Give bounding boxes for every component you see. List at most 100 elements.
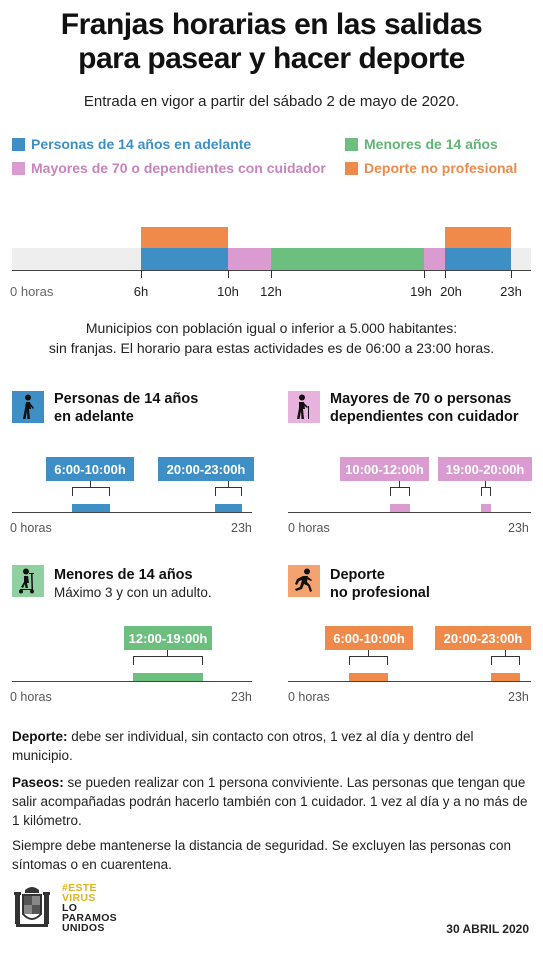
- panel-title-line: dependientes con cuidador: [330, 409, 519, 425]
- panel-title-line: Deporte: [330, 567, 385, 583]
- axis-line: [288, 681, 531, 682]
- panel-subtitle: Máximo 3 y con un adulto.: [54, 585, 212, 600]
- axis-end-label: 23h: [508, 690, 529, 704]
- person-with-cane-icon: [288, 391, 320, 423]
- small-municipality-note: Municipios con población igual o inferio…: [0, 318, 543, 358]
- bracket: [215, 487, 242, 496]
- axis-start-label: 0 horas: [10, 690, 52, 704]
- legend-item-elderly: Mayores de 70 o dependientes con cuidado…: [12, 160, 326, 176]
- time-segment: [349, 673, 388, 681]
- axis-start-label: 0 horas: [288, 521, 330, 535]
- legend-item-minors: Menores de 14 años: [345, 136, 498, 152]
- legend-item-sport: Deporte no profesional: [345, 160, 517, 176]
- legend-swatch-pink: [12, 161, 25, 175]
- paragraph-label: Deporte:: [12, 729, 68, 744]
- paragraph-label: Paseos:: [12, 775, 64, 790]
- tick-label: 10h: [217, 284, 239, 299]
- bracket: [368, 650, 370, 656]
- slogan-line: PARAMOS: [62, 912, 117, 924]
- bracket: [481, 487, 491, 496]
- axis-end-label: 23h: [231, 521, 252, 535]
- bracket: [505, 650, 507, 656]
- time-slot-pill: 6:00-10:00h: [46, 457, 134, 481]
- slogan-line: #ESTE: [62, 882, 97, 894]
- legend-label: Mayores de 70 o dependientes con cuidado…: [31, 160, 326, 176]
- time-slot-pill: 20:00-23:00h: [435, 626, 531, 650]
- tick-label: 23h: [500, 284, 522, 299]
- panel-title-line: Personas de 14 años: [54, 391, 199, 407]
- axis-line: [12, 512, 252, 513]
- note-line-1: Municipios con población igual o inferio…: [85, 320, 458, 336]
- timeline-minors: [271, 248, 424, 270]
- legend-swatch-green: [345, 137, 358, 151]
- legend-label: Menores de 14 años: [364, 136, 498, 152]
- title-line-1: Franjas horarias en las salidas: [60, 8, 483, 41]
- panel-title-line: Mayores de 70 o personas: [330, 391, 512, 407]
- tick-label: 6h: [133, 284, 149, 299]
- bracket: [399, 481, 401, 487]
- panel-title: Personas de 14 años en adelante: [54, 390, 198, 426]
- child-scooter-icon: [12, 565, 44, 597]
- legend-swatch-blue: [12, 137, 25, 151]
- axis-end-label: 23h: [231, 690, 252, 704]
- legend-label: Deporte no profesional: [364, 160, 518, 176]
- paragraph-safety: Siempre debe mantenerse la distancia de …: [12, 838, 512, 872]
- timeline-gray-end: [511, 248, 531, 270]
- paragraph-text: se pueden realizar con 1 persona convivi…: [12, 775, 528, 828]
- axis-start-label: 0 horas: [288, 690, 330, 704]
- time-segment: [491, 673, 520, 681]
- timeline-sport-morning: [141, 227, 228, 248]
- time-slot-pill: 19:00-20:00h: [438, 457, 532, 481]
- panel-title-line: no profesional: [330, 585, 430, 601]
- publication-date: 30 ABRIL 2020: [446, 922, 529, 936]
- axis-line: [288, 512, 531, 513]
- panel-title: Deporte no profesional: [330, 566, 430, 602]
- panel-title-line: en adelante: [54, 409, 134, 425]
- paragraph-deporte: Deporte: debe ser individual, sin contac…: [12, 727, 532, 765]
- panel-title: Menores de 14 años: [54, 567, 193, 583]
- tick-label: 12h: [260, 284, 282, 299]
- timeline-gray: [12, 248, 141, 270]
- paragraph-paseos: Paseos: se pueden realizar con 1 persona…: [12, 773, 532, 830]
- tick-label: 20h: [440, 284, 462, 299]
- bracket: [349, 656, 388, 665]
- time-segment: [390, 504, 410, 512]
- slogan-line: LO: [62, 902, 78, 914]
- axis-end-label: 23h: [508, 521, 529, 535]
- bracket: [390, 487, 410, 496]
- bracket: [167, 650, 169, 656]
- panel-title: Mayores de 70 o personas dependientes co…: [330, 390, 519, 426]
- legend-label: Personas de 14 años en adelante: [31, 136, 252, 152]
- bracket: [491, 656, 520, 665]
- legend-item-adults: Personas de 14 años en adelante: [12, 136, 251, 152]
- bracket: [228, 481, 230, 487]
- tick: [228, 270, 229, 278]
- time-segment: [481, 504, 491, 512]
- timeline-adults-evening: [445, 248, 511, 270]
- bracket: [72, 487, 110, 496]
- tick: [511, 270, 512, 278]
- bracket: [90, 481, 92, 487]
- spain-coat-of-arms-logo: [14, 884, 50, 930]
- walking-person-icon: [12, 391, 44, 423]
- timeline-elderly-morning: [228, 248, 271, 270]
- time-slot-pill: 10:00-12:00h: [340, 457, 429, 481]
- axis-line: [12, 681, 252, 682]
- page-title: Franjas horarias en las salidas para pas…: [0, 8, 543, 76]
- tick: [141, 270, 142, 278]
- paragraph-text: debe ser individual, sin contacto con ot…: [12, 729, 474, 763]
- note-line-2: sin franjas. El horario para estas activ…: [48, 340, 495, 356]
- timeline-adults-morning: [141, 248, 228, 270]
- tick-label: 19h: [410, 284, 432, 299]
- axis-start-label: 0 horas: [10, 521, 52, 535]
- timeline-sport-evening: [445, 227, 511, 248]
- bracket: [485, 481, 487, 487]
- tick-label: 0 horas: [10, 284, 54, 299]
- bracket: [133, 656, 203, 665]
- legend-swatch-orange: [345, 161, 358, 175]
- time-segment: [133, 673, 203, 681]
- time-slot-pill: 6:00-10:00h: [325, 626, 413, 650]
- title-line-2: para pasear y hacer deporte: [78, 42, 465, 75]
- tick: [445, 270, 446, 278]
- slogan-line: VIRUS: [62, 892, 96, 904]
